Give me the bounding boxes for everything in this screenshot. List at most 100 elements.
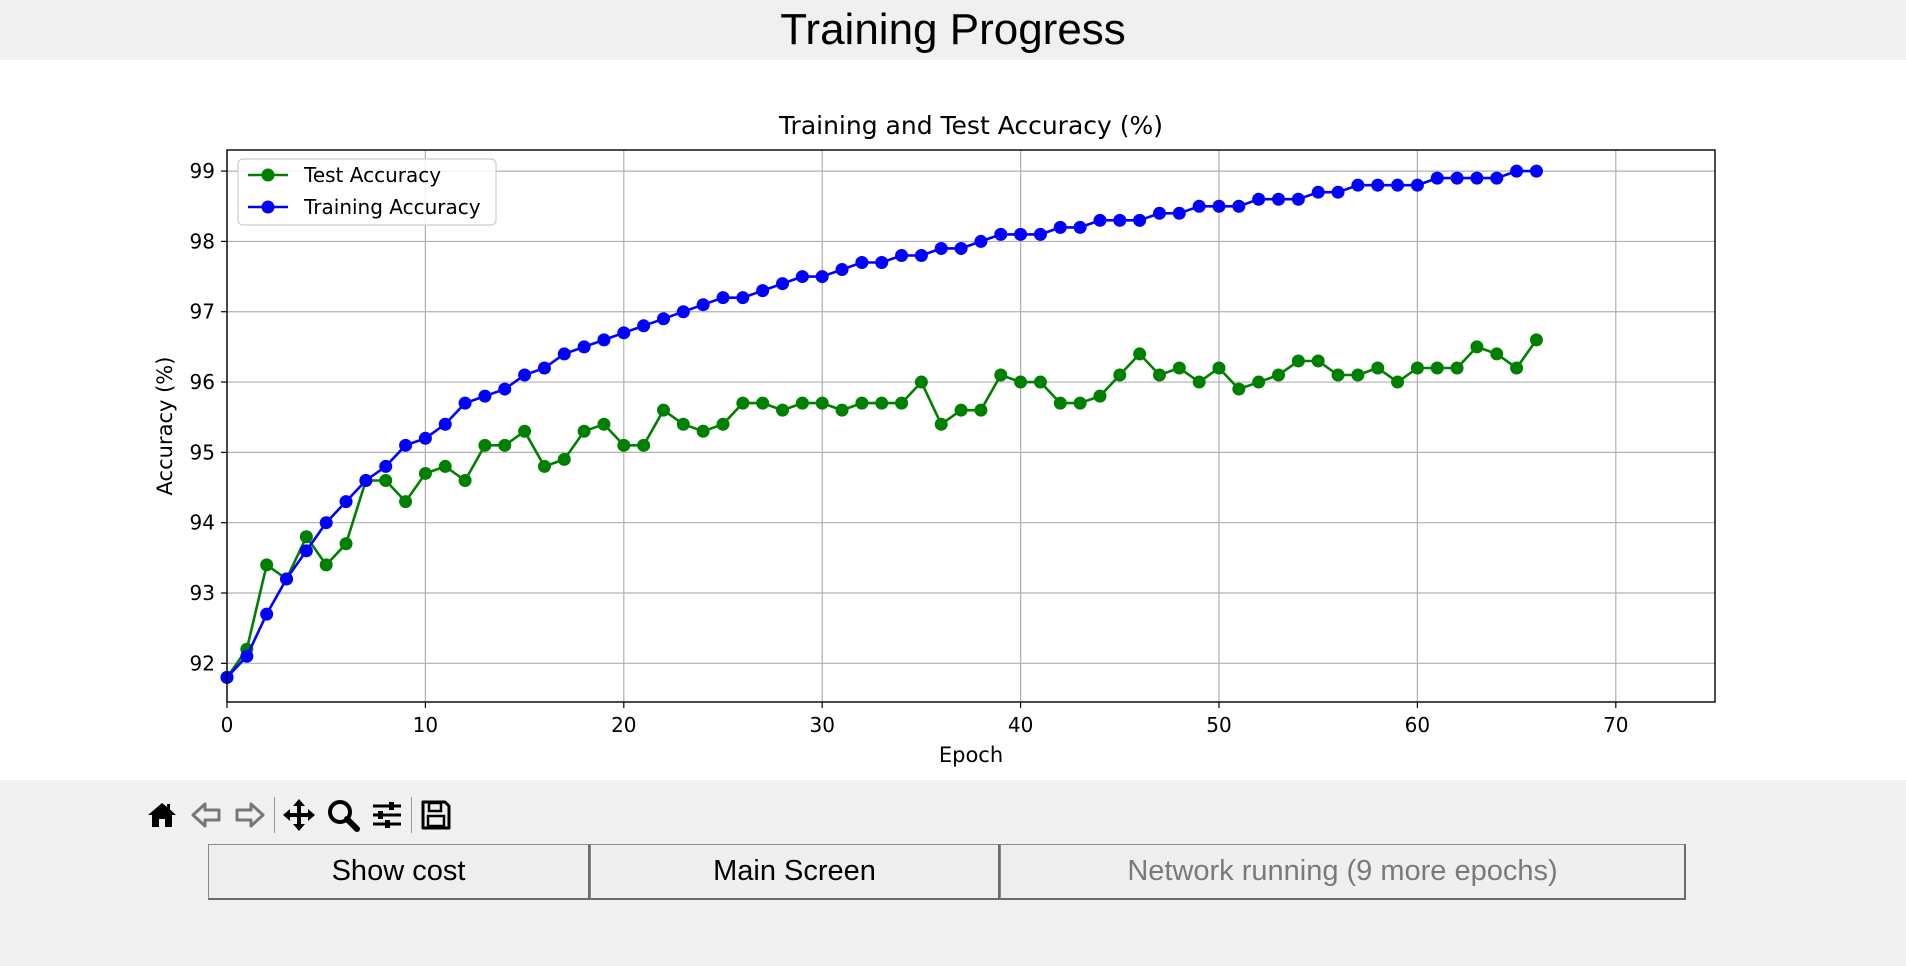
plot-canvas[interactable]: 0 10 20 30 40 50 60 70 92 93 94 95 96 97 98 99 Training … bbox=[0, 60, 1906, 780]
data-point bbox=[1450, 361, 1464, 375]
data-point bbox=[1430, 361, 1444, 375]
save-button[interactable] bbox=[414, 793, 458, 837]
chart-title: Training and Test Accuracy (%) bbox=[778, 111, 1163, 140]
main-screen-button[interactable]: Main Screen bbox=[590, 844, 1000, 900]
configure-subplots-button[interactable] bbox=[365, 793, 409, 837]
data-point bbox=[974, 234, 988, 248]
data-point bbox=[1351, 368, 1365, 382]
data-point bbox=[458, 396, 472, 410]
x-tick-label: 40 bbox=[1008, 713, 1033, 737]
pan-button[interactable] bbox=[277, 793, 321, 837]
window-title: Training Progress bbox=[780, 5, 1126, 54]
data-point bbox=[1192, 375, 1206, 389]
configure-subplots-icon bbox=[373, 802, 401, 828]
data-point bbox=[855, 256, 869, 270]
data-point bbox=[518, 424, 532, 438]
data-point bbox=[438, 459, 452, 473]
data-point bbox=[339, 495, 353, 509]
back-button[interactable] bbox=[184, 793, 228, 837]
data-point bbox=[319, 516, 333, 530]
legend-label: Training Accuracy bbox=[303, 195, 481, 219]
data-point bbox=[676, 417, 690, 431]
data-point bbox=[696, 298, 710, 312]
data-point bbox=[1490, 347, 1504, 361]
y-tick-label: 97 bbox=[190, 300, 215, 324]
window-title-bar: Training Progress bbox=[0, 0, 1906, 60]
data-point bbox=[1450, 171, 1464, 185]
x-axis-label: Epoch bbox=[939, 743, 1003, 767]
data-point bbox=[736, 291, 750, 305]
data-point bbox=[1172, 361, 1186, 375]
data-point bbox=[1014, 375, 1028, 389]
data-point bbox=[537, 361, 551, 375]
data-point bbox=[795, 270, 809, 284]
data-point bbox=[934, 241, 948, 255]
zoom-button[interactable] bbox=[321, 793, 365, 837]
data-point bbox=[359, 473, 373, 487]
data-point bbox=[260, 607, 274, 621]
data-point bbox=[1093, 389, 1107, 403]
data-point bbox=[1410, 178, 1424, 192]
x-tick-label: 30 bbox=[809, 713, 834, 737]
data-point bbox=[954, 241, 968, 255]
data-point bbox=[994, 368, 1008, 382]
data-point bbox=[1073, 396, 1087, 410]
back-arrow-icon bbox=[191, 802, 221, 828]
data-point bbox=[1272, 368, 1286, 382]
y-tick-label: 92 bbox=[190, 651, 215, 675]
y-tick-label: 95 bbox=[190, 440, 215, 464]
forward-button[interactable] bbox=[228, 793, 272, 837]
data-point bbox=[716, 291, 730, 305]
data-point bbox=[458, 473, 472, 487]
data-point bbox=[299, 530, 313, 544]
data-point bbox=[478, 389, 492, 403]
data-point bbox=[815, 396, 829, 410]
data-point bbox=[736, 396, 750, 410]
data-point bbox=[1014, 227, 1028, 241]
data-point bbox=[1510, 164, 1524, 178]
data-point bbox=[1133, 213, 1147, 227]
home-button[interactable] bbox=[140, 793, 184, 837]
data-point bbox=[1113, 368, 1127, 382]
legend-swatch-marker bbox=[261, 200, 275, 214]
data-point bbox=[1152, 206, 1166, 220]
data-point bbox=[557, 452, 571, 466]
data-point bbox=[418, 431, 432, 445]
data-point bbox=[656, 403, 670, 417]
data-point bbox=[478, 438, 492, 452]
data-point bbox=[597, 417, 611, 431]
data-point bbox=[1053, 220, 1067, 234]
data-point bbox=[914, 375, 928, 389]
data-point bbox=[1470, 340, 1484, 354]
pan-icon bbox=[283, 799, 315, 831]
data-point bbox=[399, 438, 413, 452]
data-point bbox=[1232, 199, 1246, 213]
accuracy-chart: 0 10 20 30 40 50 60 70 92 93 94 95 96 97 98 99 Training … bbox=[153, 111, 1716, 767]
data-point bbox=[1470, 171, 1484, 185]
data-point bbox=[577, 424, 591, 438]
data-point bbox=[875, 396, 889, 410]
data-point bbox=[676, 305, 690, 319]
data-point bbox=[379, 459, 393, 473]
y-tick-label: 99 bbox=[190, 159, 215, 183]
data-point bbox=[875, 256, 889, 270]
y-axis-label: Accuracy (%) bbox=[153, 357, 177, 496]
data-point bbox=[1430, 171, 1444, 185]
legend-box bbox=[237, 158, 497, 226]
data-point bbox=[339, 537, 353, 551]
data-point bbox=[617, 438, 631, 452]
data-point bbox=[418, 466, 432, 480]
data-point bbox=[1073, 220, 1087, 234]
data-point bbox=[1033, 375, 1047, 389]
x-tick-label: 20 bbox=[611, 713, 636, 737]
data-point bbox=[1371, 178, 1385, 192]
data-point bbox=[1232, 382, 1246, 396]
forward-arrow-icon bbox=[235, 802, 265, 828]
data-point bbox=[1053, 396, 1067, 410]
data-point bbox=[1391, 178, 1405, 192]
show-cost-button[interactable]: Show cost bbox=[208, 844, 590, 900]
data-point bbox=[379, 473, 393, 487]
data-point bbox=[498, 382, 512, 396]
data-point bbox=[537, 459, 551, 473]
data-point bbox=[815, 270, 829, 284]
